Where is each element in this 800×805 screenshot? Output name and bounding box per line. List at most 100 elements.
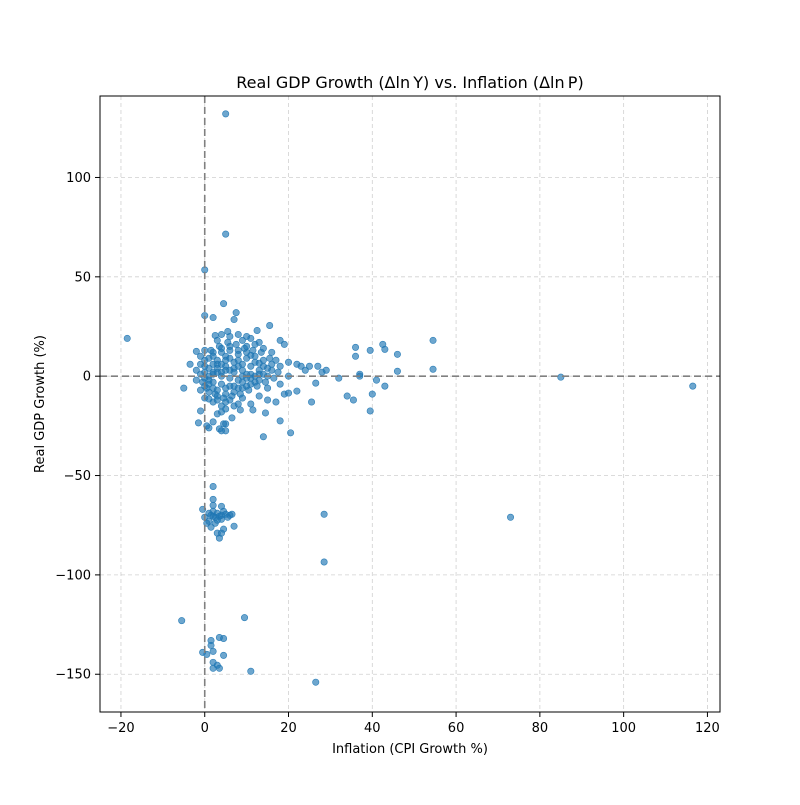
data-point <box>222 352 230 360</box>
x-tick-label: 120 <box>695 721 720 736</box>
data-point <box>226 374 234 382</box>
data-point <box>217 402 225 410</box>
data-point <box>276 417 284 425</box>
data-point <box>123 334 131 342</box>
data-point <box>241 344 249 352</box>
data-point <box>209 664 217 672</box>
data-point <box>215 664 223 672</box>
data-point <box>192 347 200 355</box>
data-point <box>222 110 230 118</box>
data-point <box>280 340 288 348</box>
data-point <box>274 368 282 376</box>
data-point <box>234 346 242 354</box>
data-point <box>276 362 284 370</box>
data-point <box>308 398 316 406</box>
data-point <box>197 407 205 415</box>
data-point <box>238 336 246 344</box>
data-point <box>224 327 232 335</box>
data-point <box>301 366 309 374</box>
data-point <box>197 386 205 394</box>
data-point <box>349 396 357 404</box>
data-point <box>343 392 351 400</box>
data-point <box>297 362 305 370</box>
data-point <box>312 379 320 387</box>
data-point <box>209 501 217 509</box>
data-point <box>255 338 263 346</box>
y-tick-label: 0 <box>83 370 91 385</box>
data-point <box>186 360 194 368</box>
data-point <box>257 348 265 356</box>
data-point <box>224 338 232 346</box>
x-tick-label: 100 <box>611 721 636 736</box>
data-point <box>261 409 269 417</box>
data-point <box>222 362 230 370</box>
data-point <box>372 376 380 384</box>
data-point <box>268 348 276 356</box>
data-point <box>366 346 374 354</box>
data-point <box>247 351 255 359</box>
data-point <box>211 331 219 339</box>
data-point <box>238 378 246 386</box>
data-point <box>429 336 437 344</box>
data-point <box>320 510 328 518</box>
data-point <box>217 330 225 338</box>
data-point <box>220 300 228 308</box>
data-point <box>255 392 263 400</box>
data-point <box>259 433 267 441</box>
data-point <box>222 427 230 435</box>
data-point <box>272 398 280 406</box>
grid-lines <box>100 96 720 712</box>
data-point <box>429 365 437 373</box>
data-point <box>236 406 244 414</box>
data-point <box>209 360 217 368</box>
data-point <box>230 522 238 530</box>
data-point <box>217 380 225 388</box>
x-tick-label: 40 <box>364 721 381 736</box>
data-point <box>217 502 225 510</box>
y-tick-label: −100 <box>55 568 91 583</box>
data-point <box>207 346 215 354</box>
data-point <box>207 523 215 531</box>
data-point <box>287 429 295 437</box>
data-point <box>312 678 320 686</box>
data-points <box>123 110 697 686</box>
chart-title: Real GDP Growth (Δln Y) vs. Inflation (Δ… <box>236 73 583 92</box>
data-point <box>209 482 217 490</box>
plot-frame <box>99 95 721 713</box>
data-point <box>213 356 221 364</box>
y-axis-label: Real GDP Growth (%) <box>33 335 48 473</box>
data-point <box>305 362 313 370</box>
data-point <box>381 345 389 353</box>
data-point <box>226 366 234 374</box>
x-tick-label: 20 <box>280 721 297 736</box>
data-point <box>232 309 240 317</box>
data-point <box>266 354 274 362</box>
data-point <box>205 395 213 403</box>
data-point <box>209 647 217 655</box>
y-tick-label: 100 <box>66 171 91 186</box>
data-point <box>247 362 255 370</box>
data-point <box>234 330 242 338</box>
data-point <box>352 343 360 351</box>
data-point <box>276 380 284 388</box>
data-point <box>557 373 565 381</box>
data-point <box>381 382 389 390</box>
data-point <box>217 511 225 519</box>
data-point <box>247 667 255 675</box>
data-point <box>245 386 253 394</box>
data-point <box>234 356 242 364</box>
data-point <box>253 382 261 390</box>
data-point <box>243 332 251 340</box>
data-point <box>205 424 213 432</box>
data-point <box>222 420 230 428</box>
data-point <box>253 326 261 334</box>
data-point <box>228 414 236 422</box>
data-point <box>192 376 200 384</box>
data-point <box>276 336 284 344</box>
data-point <box>209 418 217 426</box>
y-tick-label: 50 <box>74 270 91 285</box>
data-point <box>268 360 276 368</box>
data-point <box>215 633 223 641</box>
